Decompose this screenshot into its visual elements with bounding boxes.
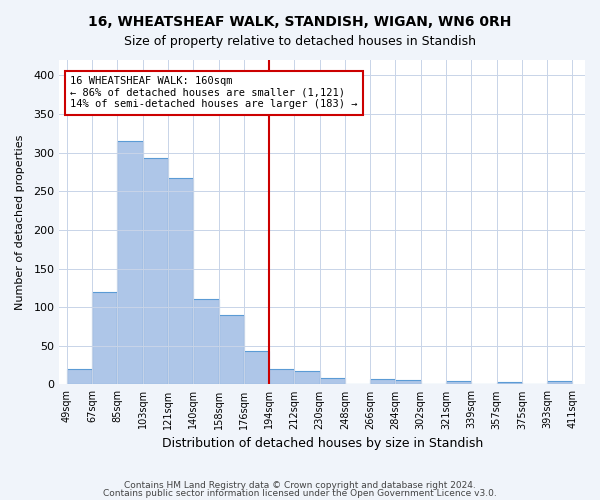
Bar [143, 158, 168, 384]
Bar [218, 315, 244, 384]
Text: 16 WHEATSHEAF WALK: 160sqm
← 86% of detached houses are smaller (1,121)
14% of s: 16 WHEATSHEAF WALK: 160sqm ← 86% of deta… [70, 76, 358, 110]
Y-axis label: Number of detached properties: Number of detached properties [15, 134, 25, 310]
Bar [168, 178, 193, 384]
Bar [92, 292, 118, 384]
Text: Contains public sector information licensed under the Open Government Licence v3: Contains public sector information licen… [103, 488, 497, 498]
Bar [269, 369, 295, 384]
Bar [67, 369, 92, 384]
Bar [295, 372, 320, 384]
Bar [547, 380, 572, 384]
Bar [497, 382, 522, 384]
Text: Size of property relative to detached houses in Standish: Size of property relative to detached ho… [124, 35, 476, 48]
Bar [320, 378, 345, 384]
Bar [244, 351, 269, 384]
Bar [395, 380, 421, 384]
Bar [370, 379, 395, 384]
Bar [118, 141, 143, 384]
X-axis label: Distribution of detached houses by size in Standish: Distribution of detached houses by size … [161, 437, 483, 450]
Text: Contains HM Land Registry data © Crown copyright and database right 2024.: Contains HM Land Registry data © Crown c… [124, 481, 476, 490]
Bar [193, 300, 218, 384]
Bar [446, 380, 471, 384]
Text: 16, WHEATSHEAF WALK, STANDISH, WIGAN, WN6 0RH: 16, WHEATSHEAF WALK, STANDISH, WIGAN, WN… [88, 15, 512, 29]
